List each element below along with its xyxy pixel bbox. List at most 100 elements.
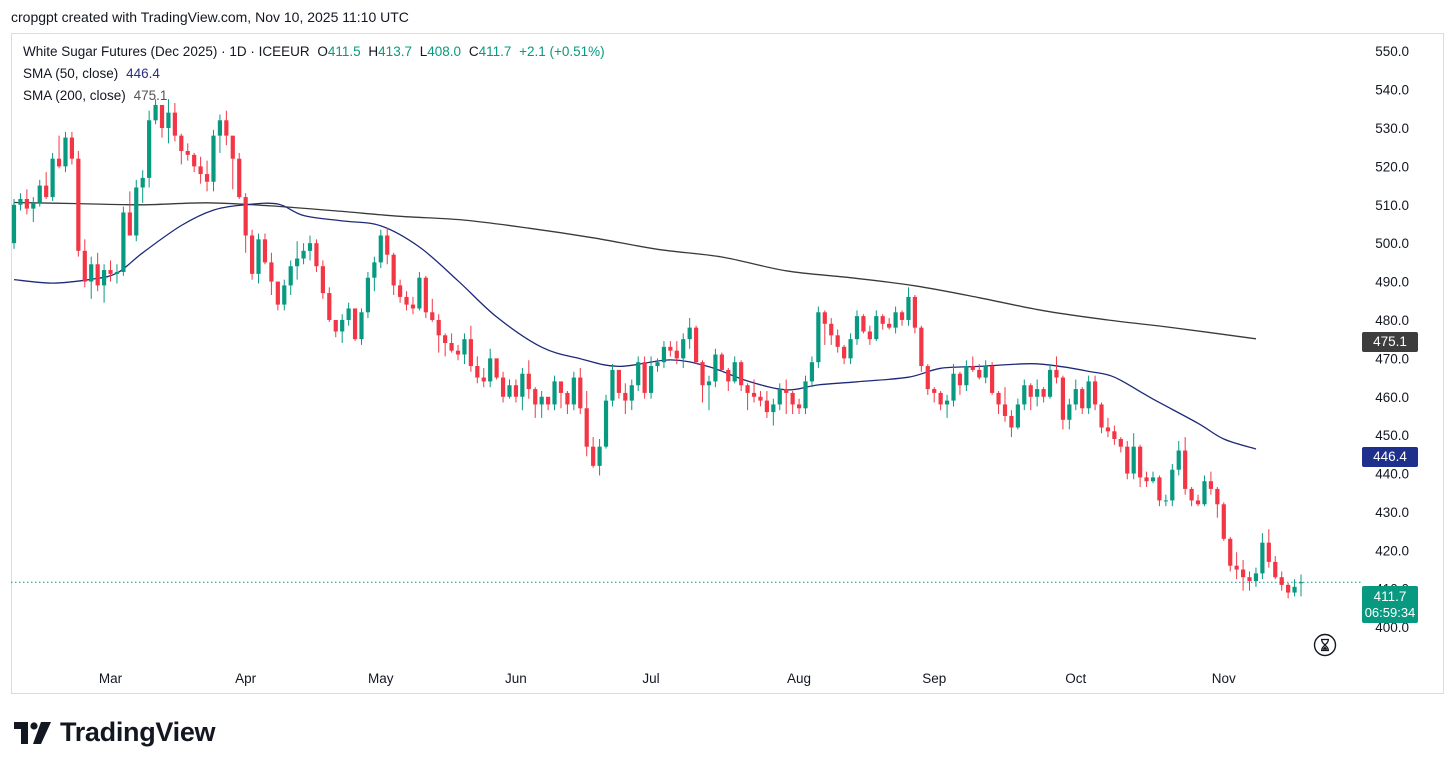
candle-body xyxy=(513,385,519,397)
candle xyxy=(520,367,525,411)
candle-body xyxy=(1009,415,1014,428)
candle-body xyxy=(385,235,390,255)
candle-body xyxy=(1047,369,1053,397)
tradingview-logo-icon xyxy=(14,721,51,744)
candle xyxy=(919,325,924,372)
high-label: H xyxy=(368,44,379,59)
candle xyxy=(108,260,113,282)
candle-body xyxy=(1002,404,1008,416)
candle xyxy=(333,319,338,338)
x-month-label: May xyxy=(368,671,394,686)
tradingview-logo[interactable]: TradingView xyxy=(14,717,216,748)
candle-body xyxy=(18,199,23,205)
candle-body xyxy=(475,366,480,378)
candle-body xyxy=(745,385,750,393)
candle xyxy=(1080,387,1085,415)
candles-layer xyxy=(11,99,1304,599)
candle xyxy=(558,381,564,409)
candle-body xyxy=(867,331,872,340)
open-label: O xyxy=(317,44,328,59)
x-month-label: Mar xyxy=(99,671,123,686)
candle-body xyxy=(95,264,100,286)
candle-body xyxy=(990,366,995,393)
sma50-line xyxy=(13,202,1257,450)
y-tick-label: 550.0 xyxy=(1375,44,1409,59)
candle xyxy=(1286,582,1291,599)
candle-body xyxy=(919,327,924,367)
candle xyxy=(809,356,815,388)
symbol-title[interactable]: White Sugar Futures (Dec 2025) · 1D · IC… xyxy=(23,44,310,59)
candle xyxy=(69,131,75,165)
sma50-legend[interactable]: SMA (50, close) 446.4 xyxy=(23,66,164,81)
candle xyxy=(1260,533,1265,580)
candle xyxy=(706,375,712,411)
candle-body xyxy=(443,335,448,343)
candle xyxy=(694,325,699,365)
candle-body xyxy=(1054,369,1059,378)
candle-body xyxy=(655,362,660,367)
candle-body xyxy=(1202,481,1207,505)
candle xyxy=(243,193,248,253)
candle xyxy=(546,396,551,411)
candle xyxy=(1099,402,1104,434)
candle xyxy=(1183,437,1188,495)
candle-body xyxy=(89,264,94,282)
candle xyxy=(134,179,139,242)
candle-body xyxy=(964,366,969,386)
candle xyxy=(899,310,905,326)
candle xyxy=(803,375,808,415)
candle-body xyxy=(359,312,364,340)
candle-body xyxy=(790,392,795,405)
candle xyxy=(964,360,969,391)
candle-body xyxy=(262,239,268,263)
candle xyxy=(1253,567,1259,587)
candle-body xyxy=(558,381,564,393)
candle-body xyxy=(275,281,280,305)
candle-body xyxy=(372,262,377,278)
candle xyxy=(848,333,853,365)
y-tick-label: 460.0 xyxy=(1375,390,1409,405)
candle-body xyxy=(1260,542,1265,574)
candle xyxy=(372,256,377,292)
candle-body xyxy=(1067,404,1072,420)
candle-body xyxy=(468,339,473,367)
candle-body xyxy=(713,354,718,382)
candle xyxy=(262,233,268,265)
candle-body xyxy=(1060,377,1066,420)
candle xyxy=(250,229,255,280)
candle-body xyxy=(1247,577,1252,582)
candle-body xyxy=(488,358,493,382)
candle-body xyxy=(1273,561,1278,578)
candle-body xyxy=(816,312,821,363)
candle-body xyxy=(1105,427,1111,432)
candle-body xyxy=(996,392,1001,405)
y-tick-label: 530.0 xyxy=(1375,121,1409,136)
candle xyxy=(1273,556,1278,580)
candle-body xyxy=(906,296,911,320)
price-chart[interactable]: 550.0 540.0 530.0 520.0 510.0 500.0 490.0 480.0… xyxy=(11,33,1444,694)
candle xyxy=(320,260,325,299)
candle-body xyxy=(121,212,126,272)
time-axis[interactable]: Mar Apr May Jun Jul Aug Sep Oct Nov xyxy=(99,671,1236,686)
hourglass-icon[interactable] xyxy=(1313,633,1337,657)
sma200-legend[interactable]: SMA (200, close) 475.1 xyxy=(23,88,171,103)
y-tick-label: 400.0 xyxy=(1375,620,1409,635)
candle xyxy=(912,295,917,334)
candle xyxy=(198,156,203,184)
candle-body xyxy=(166,112,171,128)
candle xyxy=(835,329,840,353)
candle-body xyxy=(951,373,956,401)
x-month-label: Nov xyxy=(1212,671,1236,686)
candle xyxy=(44,172,49,200)
candle xyxy=(95,252,100,292)
candle-body xyxy=(44,185,49,198)
candle xyxy=(1163,494,1168,507)
chart-frame[interactable] xyxy=(11,33,1444,694)
candle-body xyxy=(539,396,544,405)
candle xyxy=(944,394,950,418)
candle xyxy=(880,314,885,330)
y-tick-label: 470.0 xyxy=(1375,351,1409,366)
candle xyxy=(1125,440,1130,480)
candle-body xyxy=(623,392,628,401)
candle-body xyxy=(893,312,898,328)
